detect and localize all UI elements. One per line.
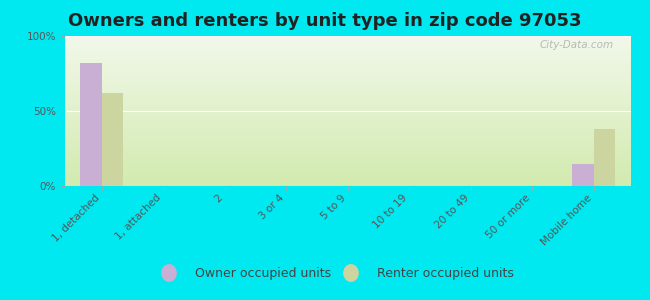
Bar: [102, 93, 124, 186]
Bar: [593, 129, 615, 186]
Text: Owner occupied units: Owner occupied units: [195, 266, 331, 280]
Text: Renter occupied units: Renter occupied units: [377, 266, 514, 280]
Text: City-Data.com: City-Data.com: [540, 40, 614, 50]
Text: Owners and renters by unit type in zip code 97053: Owners and renters by unit type in zip c…: [68, 12, 582, 30]
Bar: [572, 164, 593, 186]
Bar: [81, 63, 102, 186]
